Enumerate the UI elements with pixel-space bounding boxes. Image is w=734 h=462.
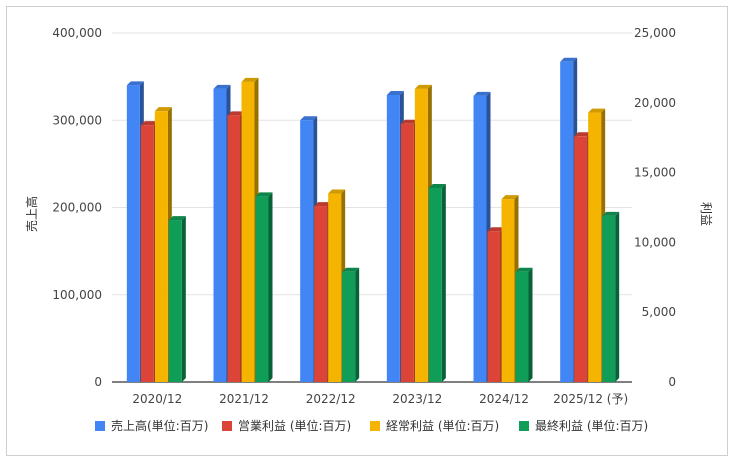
bar-top: [487, 227, 505, 232]
bar: [154, 111, 168, 383]
y-right-axis-title: 利益: [699, 202, 713, 226]
legend-swatch: [95, 421, 105, 431]
x-tick-label: 2020/12: [132, 392, 182, 406]
bar-top: [213, 84, 231, 89]
bar: [574, 136, 588, 382]
bar-top: [588, 108, 606, 113]
bar: [168, 220, 182, 382]
y-right-tick-label: 20,000: [634, 96, 676, 110]
bar: [515, 271, 529, 382]
x-tick-label: 2025/12 (予): [553, 392, 628, 406]
y-right-tick-label: 10,000: [634, 235, 676, 249]
bar: [126, 85, 140, 382]
bar-top: [168, 216, 186, 221]
bar: [400, 123, 414, 383]
bar: [342, 271, 356, 382]
bar-top: [428, 183, 446, 188]
bar-top: [560, 57, 578, 62]
bar-top: [574, 132, 592, 137]
y-right-tick-label: 25,000: [634, 26, 676, 40]
bar: [487, 231, 501, 382]
bar-top: [227, 111, 245, 116]
bar: [140, 125, 154, 383]
legend-swatch: [370, 421, 380, 431]
legend-swatch: [222, 421, 232, 431]
bar-side: [441, 183, 446, 382]
bar: [227, 115, 241, 382]
bar: [386, 94, 400, 382]
bar-top: [255, 192, 273, 197]
bar-top: [126, 81, 144, 86]
bar: [602, 215, 616, 382]
bar: [300, 120, 314, 382]
bar-top: [342, 267, 360, 272]
bar-top: [154, 107, 172, 112]
bar-top: [386, 90, 404, 95]
y-left-axis-title: 売上高: [24, 196, 39, 232]
bar: [560, 61, 574, 382]
bar-top: [314, 202, 332, 207]
bar-side: [181, 216, 186, 382]
bar: [588, 112, 602, 383]
bar-top: [328, 189, 346, 194]
y-left-tick-label: 200,000: [52, 201, 102, 215]
bar-top: [473, 91, 491, 96]
bar-top: [515, 267, 533, 272]
bar-side: [355, 267, 360, 382]
bar-top: [300, 116, 318, 121]
legend-swatch: [519, 421, 529, 431]
x-tick-label: 2022/12: [306, 392, 356, 406]
y-right-tick-label: 0: [668, 375, 676, 389]
bar: [255, 196, 269, 382]
y-right-tick-label: 15,000: [634, 166, 676, 180]
bar-side: [615, 211, 620, 382]
bar: [314, 206, 328, 382]
y-right-tick-label: 5,000: [642, 305, 676, 319]
bar: [414, 88, 428, 382]
bar-side: [268, 192, 273, 382]
bar: [501, 199, 515, 382]
legend-label: 経常利益 (単位:百万): [386, 418, 499, 433]
y-left-tick-label: 0: [94, 375, 102, 389]
legend-label: 営業利益 (単位:百万): [238, 418, 351, 433]
bar: [428, 187, 442, 382]
y-left-tick-label: 100,000: [52, 288, 102, 302]
bar: [213, 88, 227, 382]
y-left-tick-label: 300,000: [52, 113, 102, 127]
y-left-tick-label: 400,000: [52, 26, 102, 40]
bar-top: [241, 77, 259, 82]
bar-side: [528, 267, 533, 382]
bar: [473, 95, 487, 382]
bar-top: [501, 195, 519, 200]
x-tick-label: 2021/12: [219, 392, 269, 406]
bar-top: [414, 84, 432, 89]
bar-top: [140, 121, 158, 126]
legend-label: 売上高(単位:百万): [111, 418, 208, 433]
bar: [328, 193, 342, 382]
bar-top: [602, 211, 620, 216]
x-tick-label: 2023/12: [392, 392, 442, 406]
bar-top: [400, 119, 418, 124]
bar: [241, 81, 255, 383]
x-tick-label: 2024/12: [479, 392, 529, 406]
legend-label: 最終利益 (単位:百万): [535, 418, 648, 433]
